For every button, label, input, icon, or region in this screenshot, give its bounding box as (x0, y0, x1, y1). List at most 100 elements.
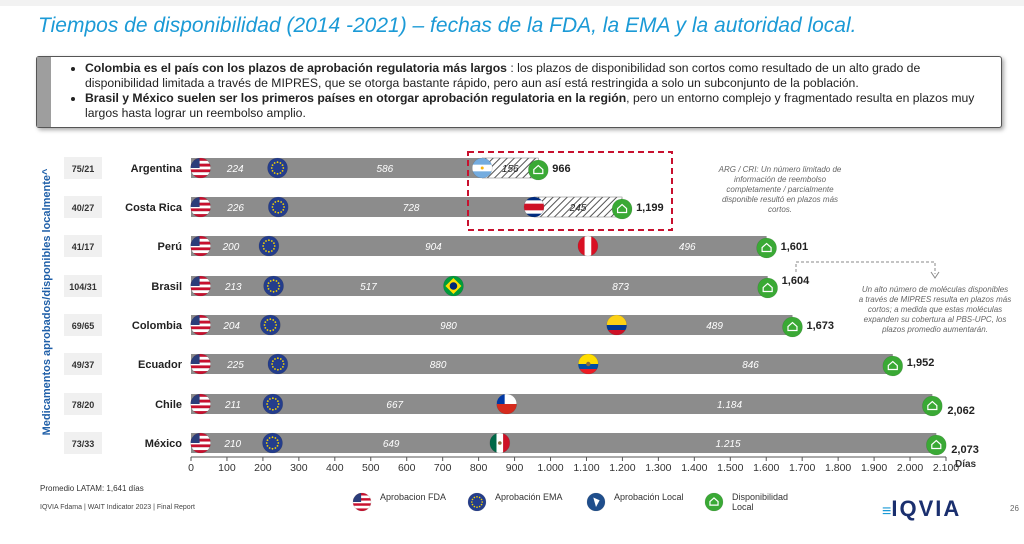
flag-body (190, 158, 211, 178)
eu-star (272, 290, 275, 293)
eu-star (478, 505, 481, 508)
eu-star (282, 203, 285, 206)
local-approval-marker-co-flag (606, 314, 627, 336)
flag-body (443, 276, 464, 296)
eu-star (274, 447, 277, 449)
eu-star (283, 206, 285, 208)
eu-star (262, 248, 265, 250)
us-stripe (190, 356, 211, 360)
eu-star (266, 400, 269, 402)
us-stripe (190, 175, 211, 178)
br-globe (449, 282, 458, 290)
y-axis-label: Medicamentos aprobados/disponibles local… (41, 168, 53, 435)
bar-segment-ema (191, 158, 483, 178)
green-field (757, 278, 778, 298)
eu-field (263, 276, 284, 296)
fda-value-label: 213 (224, 282, 242, 293)
flag-body (260, 315, 281, 335)
us-stripe (190, 172, 211, 176)
ema-marker-eu-flag (267, 157, 288, 179)
eu-star (270, 167, 273, 169)
local-availability-marker (922, 395, 943, 417)
green-mark (616, 203, 628, 214)
eu-star (273, 248, 275, 250)
x-tick-label: 2.000 (897, 462, 923, 474)
callout-accent-bar (37, 57, 51, 127)
flag-rim (925, 434, 947, 456)
eu-star (268, 447, 271, 449)
legend-flag (467, 492, 487, 512)
eu-star (274, 398, 277, 400)
page-number: 26 (1010, 504, 1019, 513)
x-tick-label: 400 (326, 462, 344, 474)
flag-rim (263, 275, 284, 297)
total-value-label: 966 (552, 163, 570, 175)
eu-star (274, 368, 276, 370)
eu-star (279, 368, 282, 370)
eu-star (268, 437, 271, 439)
local-availability-marker (782, 316, 803, 338)
local-segment-label: 489 (706, 321, 723, 332)
us-stripe (190, 433, 211, 436)
flag-rim (258, 235, 280, 257)
flag-body (922, 396, 943, 416)
eu-star (277, 282, 280, 284)
eu-star (268, 239, 270, 242)
fda-value-label: 226 (226, 203, 244, 214)
flag-body (782, 317, 803, 337)
flag-rim (611, 198, 633, 220)
green-field (705, 493, 723, 511)
country-label: Perú (158, 241, 182, 253)
us-stripe (353, 493, 371, 496)
us-stripe (190, 205, 211, 209)
us-stripe (190, 197, 211, 200)
flag-rim (782, 316, 803, 338)
eu-star (279, 162, 282, 164)
flag-body (190, 276, 211, 296)
eu-star (282, 366, 284, 368)
eu-star (269, 398, 271, 400)
flag-rim (467, 492, 487, 512)
us-stripe (190, 236, 211, 239)
count-box (64, 196, 102, 218)
flag-body (705, 493, 723, 511)
green-mark (931, 439, 942, 450)
green-field (612, 199, 633, 219)
callout-bullet-2: Brasil y México suelen ser los primeros … (85, 91, 991, 121)
eu-star (276, 439, 279, 441)
chart-row-br: 104/31 Brasil 213 517 873 1,604 (64, 275, 810, 299)
legend-local-availability-label: Disponibilidad Local (732, 492, 789, 512)
chart-row-ar: 75/21 Argentina 224 586 156 966 (64, 157, 571, 181)
legend-fda: Aprobacion FDA (352, 492, 450, 512)
ema-segment-label: 980 (440, 321, 457, 332)
total-value-label: 2,062 (947, 405, 975, 417)
flag-rim (267, 157, 288, 179)
flag-rim (577, 235, 599, 257)
eu-star (276, 357, 279, 360)
flag-body (263, 276, 284, 296)
legend-ema-label: Aprobación EMA (495, 492, 563, 502)
fda-value-label: 210 (223, 439, 241, 450)
flag-rim (260, 314, 281, 336)
x-tick-label: 1.800 (825, 462, 851, 474)
x-axis: 0 100 200 300 400 500 600 700 800 900 1.000 1.100 1.… (188, 456, 977, 474)
annotation-mipres: Un alto número de moléculas disponibles a… (859, 285, 1012, 334)
flag-rim (527, 159, 549, 181)
ema-marker-eu-flag (267, 353, 289, 375)
us-stripe (190, 444, 211, 448)
us-stripe (190, 290, 211, 294)
ema-marker-eu-flag (260, 314, 281, 336)
us-stripe (190, 411, 211, 414)
us-stripe (190, 326, 211, 330)
green-field (882, 356, 903, 376)
us-stripe (190, 238, 211, 242)
logo-text: IQVIA (891, 496, 962, 521)
country-label: Argentina (131, 163, 183, 175)
chart-row-co: 69/65 Colombia 204 980 489 1,673 (64, 314, 834, 338)
flag-rim (190, 196, 211, 218)
flag-rim (577, 353, 599, 375)
annotation-mipres-line: expanden su cobertura al PBS-UPC, los (864, 315, 1007, 324)
local-availability-marker (527, 159, 549, 181)
x-tick-label: 0 (188, 462, 194, 474)
